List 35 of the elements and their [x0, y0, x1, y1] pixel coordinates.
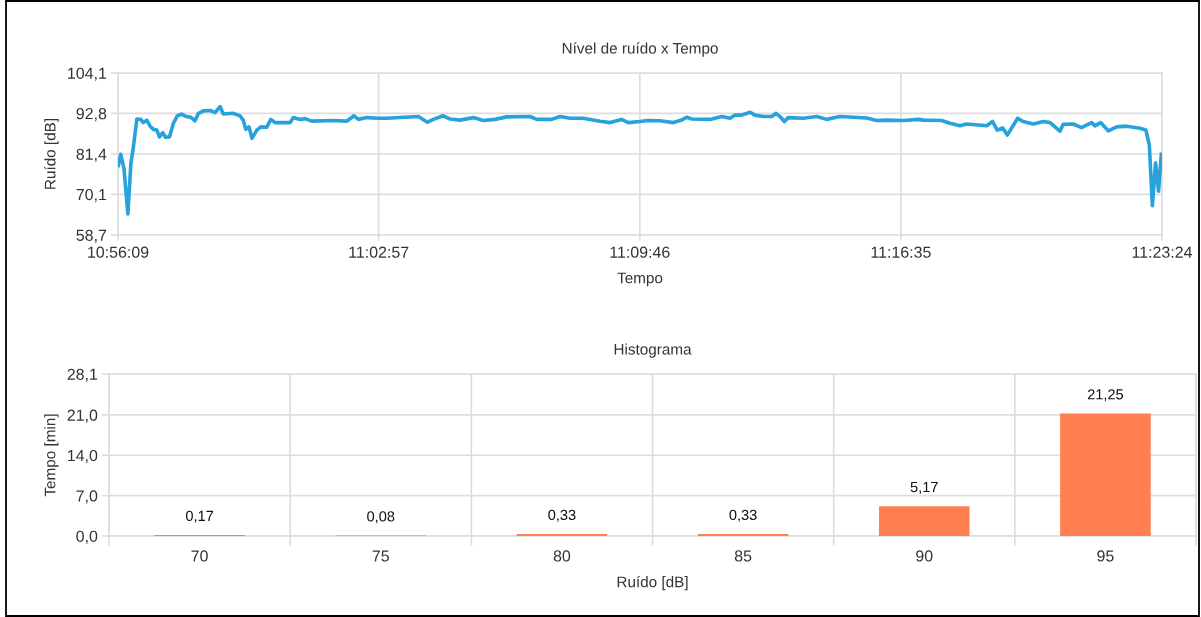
data-label: 0,33 — [548, 509, 576, 522]
x-axis-title: Ruído [dB] — [617, 575, 688, 591]
y-tick-label: 14,0 — [68, 449, 98, 464]
chart-title: Nível de ruído x Tempo — [562, 42, 718, 57]
x-tick-label: 11:09:46 — [610, 246, 670, 258]
bar — [878, 506, 970, 536]
x-tick-label: 11:23:24 — [1132, 246, 1193, 258]
y-tick-label: 92,8 — [76, 107, 107, 122]
x-tick-label: 11:02:57 — [349, 246, 409, 258]
y-tick-label: 7,0 — [76, 490, 98, 504]
y-axis-title: Ruído [dB] — [44, 118, 59, 189]
data-label: 21,25 — [1087, 389, 1124, 402]
x-tick-label: 75 — [372, 550, 389, 562]
data-label: 5,17 — [910, 482, 938, 494]
y-tick-label: 58,7 — [76, 229, 107, 243]
chart-title: Histograma — [614, 343, 692, 358]
data-label: 0,33 — [729, 509, 757, 522]
y-axis-title: Tempo [min] — [44, 414, 59, 497]
y-tick-label: 81,4 — [76, 148, 107, 162]
x-tick-label: 85 — [734, 550, 752, 562]
x-tick-label: 95 — [1097, 550, 1114, 562]
x-tick-label: 90 — [916, 550, 933, 562]
x-tick-label: 10:56:09 — [88, 246, 149, 258]
x-tick-label: 70 — [191, 550, 208, 562]
y-tick-label: 0,0 — [76, 530, 98, 544]
y-tick-label: 70,1 — [76, 188, 107, 203]
x-axis-title: Tempo — [617, 272, 663, 287]
y-tick-label: 104,1 — [68, 67, 107, 81]
bar — [1060, 413, 1151, 536]
data-label: 0,17 — [185, 510, 214, 523]
y-tick-label: 28,1 — [67, 368, 98, 382]
x-tick-label: 11:16:35 — [871, 246, 931, 258]
data-label: 0,08 — [367, 511, 395, 524]
y-tick-label: 21,0 — [67, 409, 98, 423]
x-tick-label: 80 — [553, 550, 571, 562]
